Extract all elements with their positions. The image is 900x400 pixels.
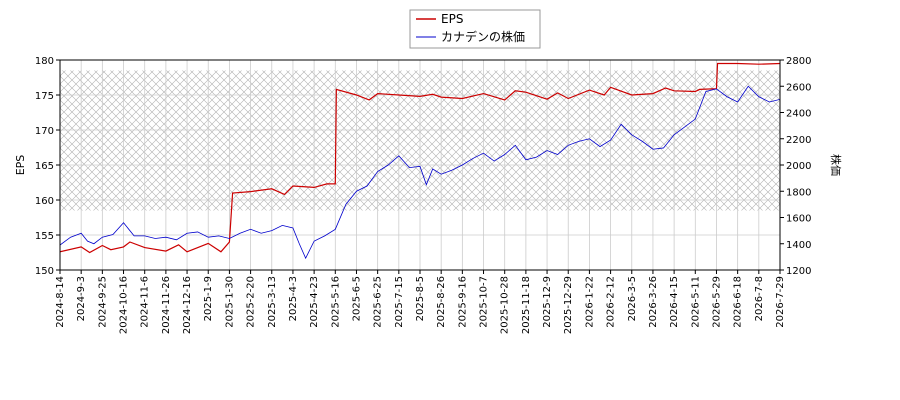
- x-tick-label: 2025-12-9: [542, 276, 553, 328]
- x-tick-label: 2026-2-12: [606, 276, 617, 328]
- right-tick-label: 2200: [786, 135, 811, 146]
- x-tick-label: 2025-3-13: [267, 276, 278, 328]
- x-tick-label: 2025-1-30: [224, 276, 235, 328]
- legend-label-eps: EPS: [441, 12, 463, 26]
- x-tick-label: 2024-11-26: [161, 276, 172, 334]
- x-tick-label: 2025-9-16: [457, 276, 468, 328]
- x-tick-label: 2025-8-5: [415, 276, 426, 321]
- right-tick-label: 1400: [786, 240, 811, 251]
- x-tick-label: 2025-4-3: [288, 276, 299, 321]
- left-tick-label: 180: [35, 56, 54, 67]
- x-tick-label: 2025-1-9: [203, 276, 214, 321]
- right-tick-label: 2800: [786, 56, 811, 67]
- x-tick-label: 2025-6-25: [373, 276, 384, 328]
- left-axis-title: EPS: [14, 155, 27, 176]
- series-group: [60, 62, 780, 260]
- series-line-price: [60, 85, 780, 260]
- x-tick-label: 2026-5-11: [690, 276, 701, 328]
- left-axis-ticks: 150 155 160 165 170 175 180: [35, 56, 60, 277]
- x-tick-label: 2025-4-23: [309, 276, 320, 328]
- left-tick-label: 150: [35, 266, 54, 277]
- x-tick-label: 2024-11-6: [140, 276, 151, 328]
- x-tick-label: 2025-6-5: [351, 276, 362, 321]
- x-axis-ticks: 2024-8-14 2024-9-3 2024-9-25 2024-10-16 2024…: [55, 270, 786, 334]
- x-tick-label: 2025-10-28: [500, 276, 511, 334]
- x-tick-label: 2026-3-26: [648, 276, 659, 328]
- right-tick-label: 1200: [786, 266, 811, 277]
- x-tick-label: 2025-12-29: [563, 276, 574, 334]
- left-tick-label: 170: [35, 126, 54, 137]
- left-tick-label: 175: [35, 91, 54, 102]
- x-tick-label: 2026-3-5: [627, 276, 638, 321]
- right-tick-label: 2000: [786, 161, 811, 172]
- x-tick-label: 2025-5-16: [330, 276, 341, 328]
- right-tick-label: 1600: [786, 214, 811, 225]
- right-axis-ticks: 1200 1400 1600 1800 2000 2200 2400 2600 2800: [780, 56, 811, 277]
- x-tick-label: 2024-9-3: [76, 276, 87, 321]
- left-tick-label: 160: [35, 196, 54, 207]
- right-tick-label: 2400: [786, 109, 811, 120]
- series-line-eps: [60, 62, 780, 254]
- x-tick-label: 2025-8-26: [436, 276, 447, 328]
- x-tick-label: 2024-12-16: [182, 276, 193, 334]
- x-tick-label: 2024-9-25: [97, 276, 108, 328]
- right-axis-title: 株価: [829, 154, 843, 176]
- x-tick-label: 2025-10-7: [479, 276, 490, 328]
- legend: EPS カナデンの株価: [409, 9, 541, 49]
- x-tick-label: 2025-11-18: [521, 276, 532, 334]
- x-tick-label: 2026-1-22: [584, 276, 595, 328]
- x-tick-label: 2025-7-15: [394, 276, 405, 328]
- x-tick-label: 2024-8-14: [55, 276, 66, 328]
- legend-box: [409, 9, 541, 49]
- x-tick-label: 2026-7-29: [775, 276, 786, 328]
- legend-label-price: カナデンの株価: [441, 29, 525, 44]
- x-tick-label: 2026-4-15: [669, 276, 680, 328]
- right-tick-label: 1800: [786, 187, 811, 198]
- x-tick-label: 2026-5-29: [711, 276, 722, 328]
- left-tick-label: 155: [35, 231, 54, 242]
- right-tick-label: 2600: [786, 82, 811, 93]
- x-tick-label: 2026-7-8: [754, 276, 765, 321]
- x-tick-label: 2024-10-16: [119, 276, 130, 334]
- left-tick-label: 165: [35, 161, 54, 172]
- x-tick-label: 2025-2-20: [246, 276, 257, 328]
- x-tick-label: 2026-6-18: [733, 276, 744, 328]
